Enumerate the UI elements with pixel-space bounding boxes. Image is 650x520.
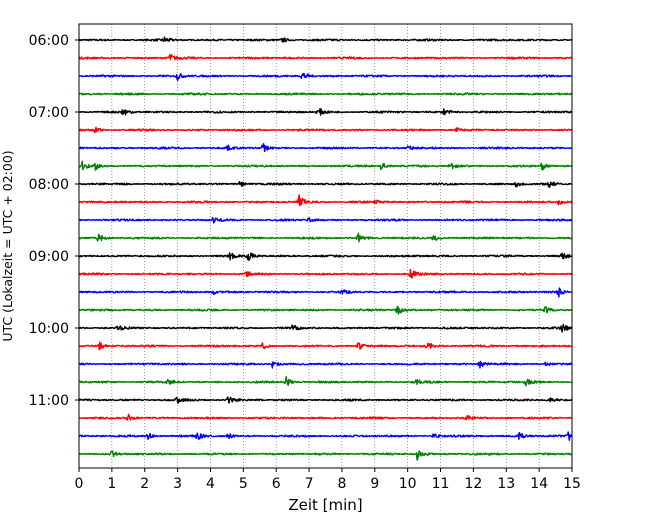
y-tick-label: 09:00 [29,249,69,265]
seismogram-trace [78,36,573,43]
x-tick-label: 6 [272,476,281,492]
seismogram-trace [78,72,573,81]
seismogram-trace [78,287,573,298]
x-tick-label: 7 [305,476,314,492]
x-tick-label: 0 [75,476,84,492]
x-tick-label: 3 [173,476,182,492]
seismogram-trace [78,396,573,404]
x-tick-label: 8 [337,476,346,492]
seismogram-trace [78,360,573,369]
seismogram-trace [78,232,573,243]
x-axis-ticks: 0 1 2 3 4 5 6 7 8 9 10 11 12 13 14 15 [75,468,581,492]
x-tick-label: 5 [239,476,248,492]
seismogram-trace [78,54,573,61]
seismogram-trace [78,143,573,153]
seismogram-trace [78,305,573,315]
x-tick-label: 14 [530,476,548,492]
x-tick-label: 2 [140,476,149,492]
y-tick-label: 06:00 [29,33,69,49]
grid-lines [111,24,540,468]
seismogram-trace [78,160,573,171]
seismogram-trace [78,107,573,116]
seismogram-trace [78,450,573,461]
seismogram-trace [78,431,573,441]
x-tick-label: 11 [432,476,450,492]
seismogram-trace [78,126,573,134]
x-tick-label: 4 [206,476,215,492]
seismogram-trace [78,268,573,279]
y-tick-label: 07:00 [29,105,69,121]
x-tick-label: 13 [497,476,515,492]
y-tick-label: 08:00 [29,177,69,193]
seismogram-trace [78,252,573,261]
seismogram-trace [78,323,573,333]
y-tick-label: 10:00 [29,321,69,337]
y-axis-ticks: 06:00 07:00 08:00 09:00 10:00 11:00 [29,33,79,409]
trace-group [78,36,573,461]
x-axis-label: Zeit [min] [288,496,362,514]
x-tick-label: 1 [107,476,116,492]
y-tick-label: 11:00 [29,393,69,409]
seismogram-trace [78,376,573,387]
y-axis-label: UTC (Lokalzeit = UTC + 02:00) [0,150,15,341]
seismogram-trace [78,92,573,96]
x-tick-label: 9 [370,476,379,492]
x-tick-label: 12 [464,476,482,492]
seismogram-trace [78,413,573,421]
x-tick-label: 15 [563,476,581,492]
x-tick-label: 10 [399,476,417,492]
seismogram-trace [78,341,573,351]
seismogram-trace [78,194,573,207]
seismogram-trace [78,216,573,224]
seismogram-trace [78,180,573,189]
plot-frame [78,23,573,469]
